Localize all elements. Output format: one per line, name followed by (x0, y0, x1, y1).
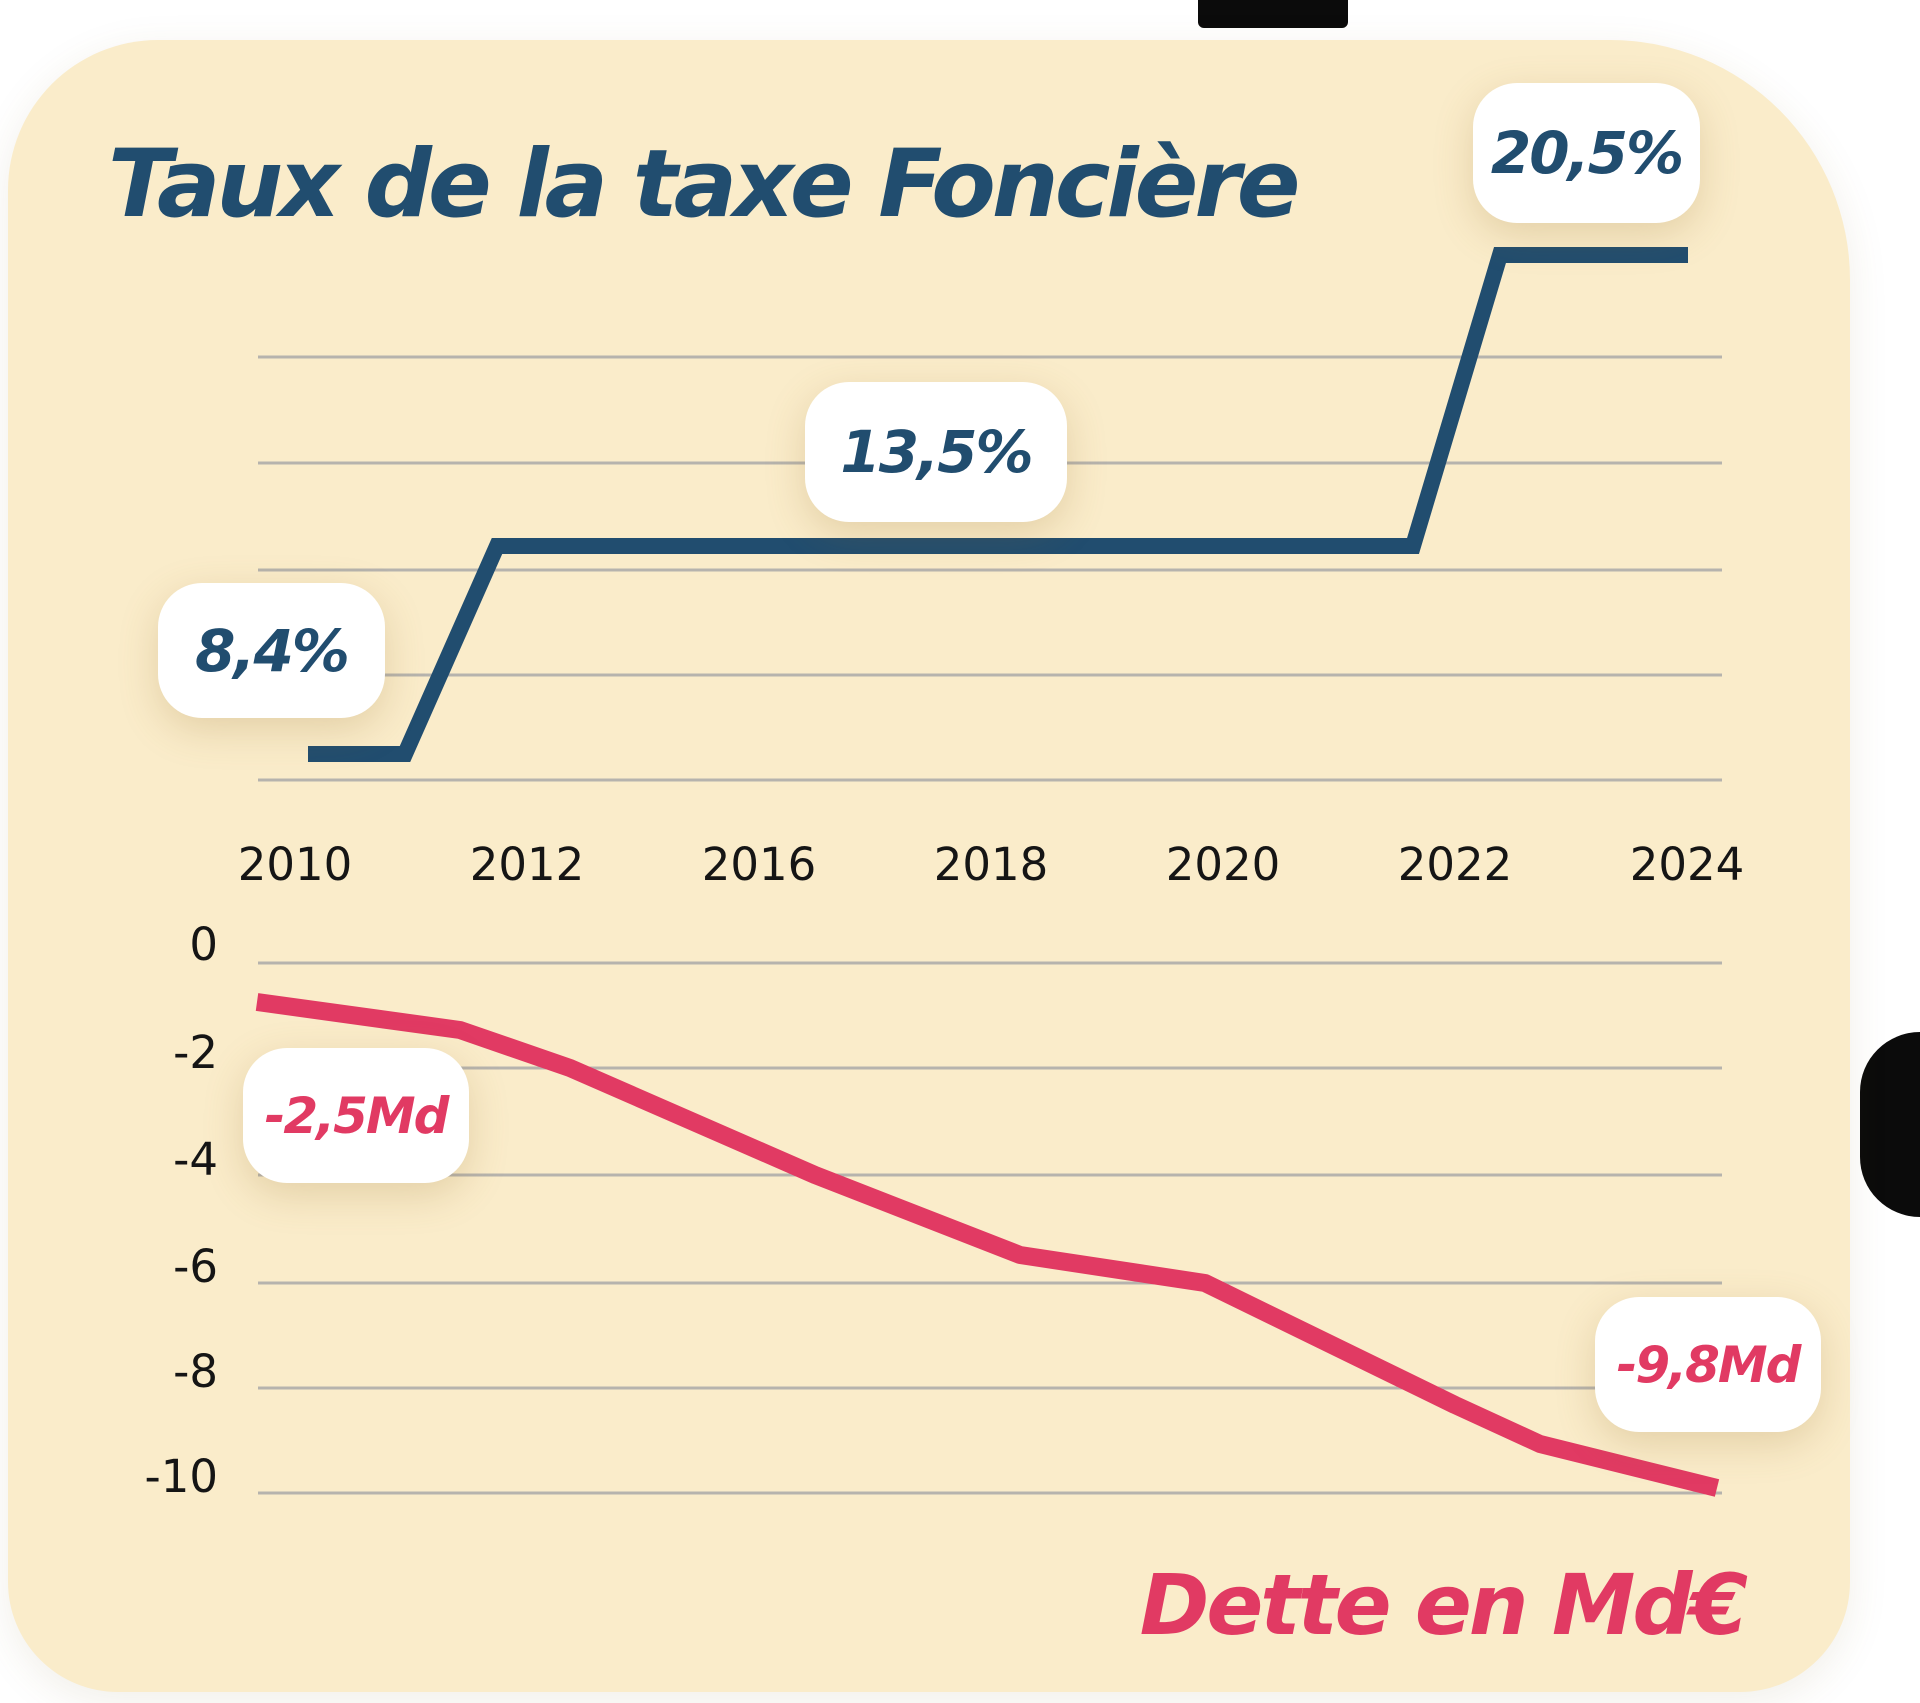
y-axis-label-0: 0 (189, 918, 218, 971)
y-axis-label--10: -10 (144, 1450, 219, 1503)
x-axis-label-2012: 2012 (469, 838, 585, 891)
debt-annotation-start-text: -2,5Md (264, 1086, 450, 1145)
gridline-layer (258, 355, 1722, 1495)
x-axis-label-2022: 2022 (1397, 838, 1513, 891)
debt-annotation-end: -9,8Md (1595, 1297, 1821, 1432)
y-axis-label--4: -4 (173, 1133, 218, 1186)
cream-card (8, 40, 1850, 1692)
tax-annotation-2010-text: 8,4% (195, 616, 350, 685)
debt-line (255, 993, 1720, 1497)
tax-chart-title: Taux de la taxe Foncière (108, 130, 1301, 239)
x-axis-label-2024: 2024 (1629, 838, 1745, 891)
backdrop-top-black-bar (1198, 0, 1348, 28)
tax-rate-step-line (308, 247, 1688, 762)
x-axis-label-2018: 2018 (933, 838, 1049, 891)
debt-annotation-end-text: -9,8Md (1616, 1335, 1802, 1394)
x-axis-label-2010: 2010 (237, 838, 353, 891)
x-axis-label-2016: 2016 (701, 838, 817, 891)
tax-annotation-2010: 8,4% (158, 583, 385, 718)
backdrop-right-black-blob (1860, 1032, 1920, 1217)
y-axis-label--2: -2 (173, 1026, 218, 1079)
debt-chart-title: Dette en Md€ (1139, 1556, 1748, 1654)
tax-annotation-2024: 20,5% (1473, 83, 1700, 223)
debt-annotation-start: -2,5Md (243, 1048, 469, 1183)
tax-annotation-2024-text: 20,5% (1490, 119, 1684, 187)
y-axis-label--6: -6 (173, 1240, 218, 1293)
tax-annotation-2012: 13,5% (805, 382, 1067, 522)
y-axis-label--8: -8 (173, 1345, 218, 1398)
tax-annotation-2012-text: 13,5% (840, 418, 1033, 486)
x-axis-label-2020: 2020 (1165, 838, 1281, 891)
